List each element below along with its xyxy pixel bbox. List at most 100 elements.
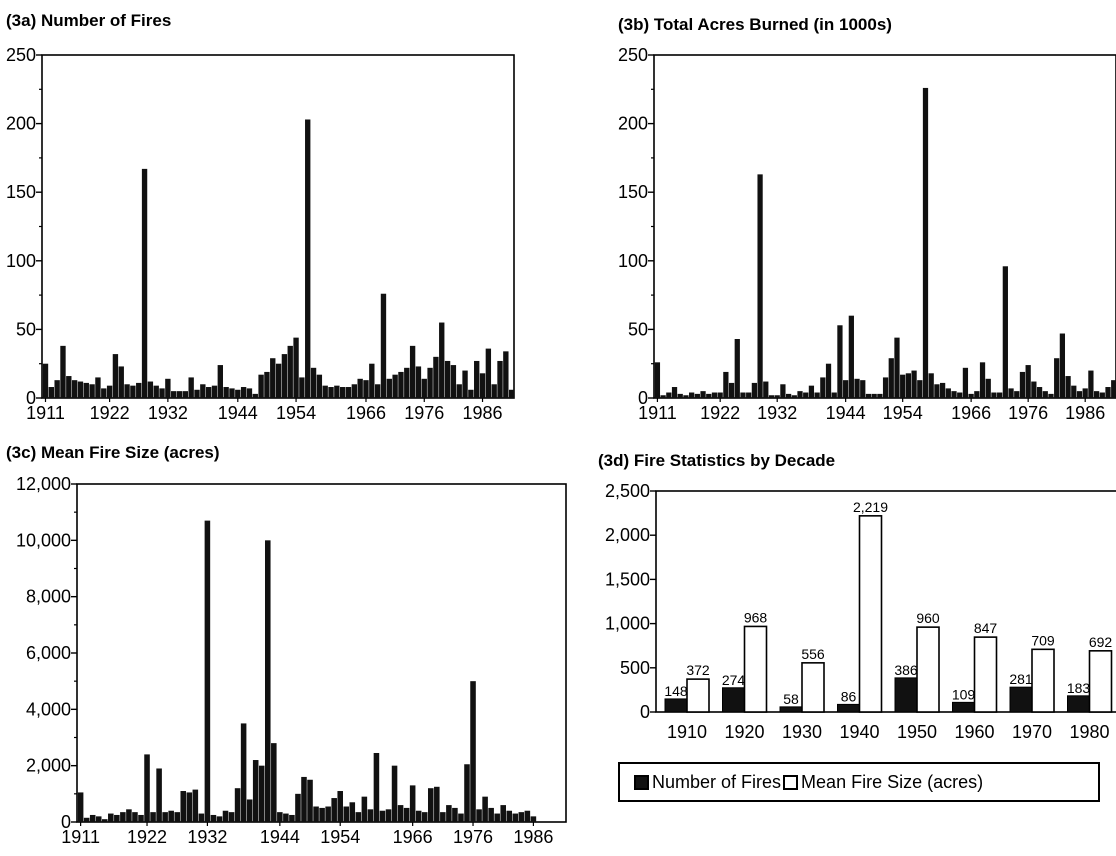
chart-b-bar-1957 (917, 380, 923, 398)
chart-a-bar-1966 (363, 380, 369, 398)
chart-b-bar-1952 (888, 358, 894, 398)
chart-a-bar-1935 (182, 391, 189, 398)
chart-b-bar-1920 (706, 393, 712, 398)
chart-a-bar-1978 (433, 356, 439, 398)
chart-d-ytick-label: 1,000 (605, 614, 650, 634)
chart-a-bar-1938 (200, 384, 206, 398)
chart-b-bar-1977 (1031, 381, 1037, 398)
chart-c-xtick-label: 1954 (320, 827, 360, 847)
chart-c-bar-1931 (198, 813, 205, 822)
chart-c-bar-1916 (108, 813, 114, 822)
chart-c-bar-1970 (434, 786, 440, 822)
chart-d-bar-size-1970 (1031, 648, 1055, 713)
chart-b-bar-1981 (1054, 358, 1060, 398)
chart-a-bar-1922 (106, 385, 113, 398)
chart-b-bar-1912 (660, 395, 666, 398)
chart-a-bar-1983 (462, 370, 468, 398)
chart-d-bar-size-1910 (686, 678, 710, 713)
chart-c-bar-1973 (452, 807, 458, 822)
chart-d-bar-size-1960 (973, 636, 998, 713)
chart-c-bar-1985 (524, 810, 531, 822)
chart-d-bar-fires-1940 (837, 703, 860, 713)
chart-d-bar-fires-1910 (664, 698, 688, 713)
chart-b-bar-1921 (711, 392, 718, 398)
chart-b-bar-1935 (791, 395, 797, 398)
chart-a-bar-1955 (299, 377, 305, 398)
chart-a-bar-1929 (147, 381, 154, 398)
chart-c-bar-1984 (518, 812, 525, 822)
chart-c-bar-1926 (168, 810, 174, 822)
chart-b-bar-1986 (1082, 388, 1088, 398)
chart-b-bar-1982 (1059, 333, 1066, 398)
chart-a-bar-1968 (374, 384, 381, 398)
chart-d-bar-size-1980 (1088, 650, 1113, 713)
chart-b-bar-1939 (814, 392, 820, 398)
chart-a-bar-1970 (386, 378, 392, 398)
chart-b-bar-1945 (848, 315, 854, 398)
chart-a-bar-1981 (450, 365, 457, 398)
chart-c-bar-1934 (216, 816, 223, 822)
chart-c-xtick-label: 1986 (513, 827, 553, 847)
chart-c-xtick-label: 1932 (187, 827, 227, 847)
chart-c-bar-1933 (210, 814, 217, 822)
chart-a-bar-1923 (112, 354, 119, 398)
chart-a-bar-1979 (439, 322, 445, 398)
chart-a-bar-1914 (60, 345, 66, 398)
chart-b-bar-1913 (666, 392, 672, 398)
chart-b-ytick-label: 50 (628, 319, 648, 339)
chart-a-bar-1987 (485, 348, 492, 398)
chart-c-bar-1918 (120, 812, 126, 822)
chart-c-xtick-label: 1911 (61, 827, 100, 847)
chart-b-bar-1950 (877, 393, 883, 398)
chart-a-bar-1919 (89, 384, 95, 398)
chart-a-bar-1982 (456, 384, 462, 398)
chart-c-bar-1947 (295, 793, 301, 822)
chart-d-ytick-label: 0 (640, 702, 650, 722)
chart-d-category-1970: 1970 (1012, 722, 1052, 742)
chart-b-bar-1911 (654, 362, 661, 398)
chart-c-bar-1969 (427, 788, 434, 822)
chart-a-bar-1940 (211, 385, 218, 398)
chart-c-bar-1913 (89, 814, 96, 822)
chart-b-bar-1984 (1071, 385, 1077, 398)
chart-d-category-1950: 1950 (897, 722, 937, 742)
chart-b-bar-1990 (1105, 387, 1111, 398)
chart-a-bar-1965 (357, 378, 363, 398)
chart-d-label-fires-1920: 274 (722, 672, 746, 688)
chart-c-bar-1936 (228, 812, 235, 822)
chart-a-bar-1951 (275, 363, 282, 398)
chart-c-bar-1952 (325, 806, 331, 822)
chart-b-xtick-label: 1954 (883, 403, 923, 423)
chart-c-ytick-label: 6,000 (26, 643, 71, 663)
chart-b-bar-1956 (911, 370, 917, 398)
chart-c-bar-1958 (361, 796, 368, 822)
chart-a-bar-1977 (427, 367, 433, 398)
chart-b-bar-1932 (774, 395, 780, 398)
chart-a-bar-1933 (171, 391, 177, 398)
chart-a-ytick-label: 50 (16, 319, 36, 339)
chart-c-bar-1986 (530, 816, 537, 822)
chart-c-xtick-label: 1966 (393, 827, 433, 847)
chart-b-bar-1916 (683, 395, 689, 398)
chart-b-bar-1980 (1048, 393, 1054, 398)
chart-c-bar-1950 (313, 806, 319, 822)
chart-d-label-size-1940: 2,219 (853, 499, 888, 515)
legend-swatch-number-of-fires (634, 774, 649, 790)
chart-b-bar-1973 (1008, 388, 1014, 398)
chart-c-bar-1963 (391, 765, 398, 822)
chart-b-xtick-label: 1922 (700, 403, 740, 423)
chart-d-bar-fires-1950 (894, 677, 918, 713)
chart-c-bar-1942 (264, 540, 271, 822)
chart-a-bar-1991 (508, 389, 515, 398)
chart-a-bar-1954 (293, 337, 299, 398)
chart-c-bar-1949 (307, 779, 313, 822)
chart-a-bar-1972 (398, 371, 404, 398)
chart-c-ytick-label: 10,000 (16, 530, 71, 550)
chart-a-ytick-label: 0 (26, 388, 36, 408)
chart-c-bar-1927 (174, 812, 180, 822)
chart-c-bar-1939 (246, 799, 253, 822)
chart-a-ytick-label: 100 (6, 251, 36, 271)
chart-b-bar-1943 (837, 325, 843, 398)
chart-c-ytick-label: 8,000 (26, 587, 71, 607)
chart-b-bar-1931 (768, 395, 775, 398)
